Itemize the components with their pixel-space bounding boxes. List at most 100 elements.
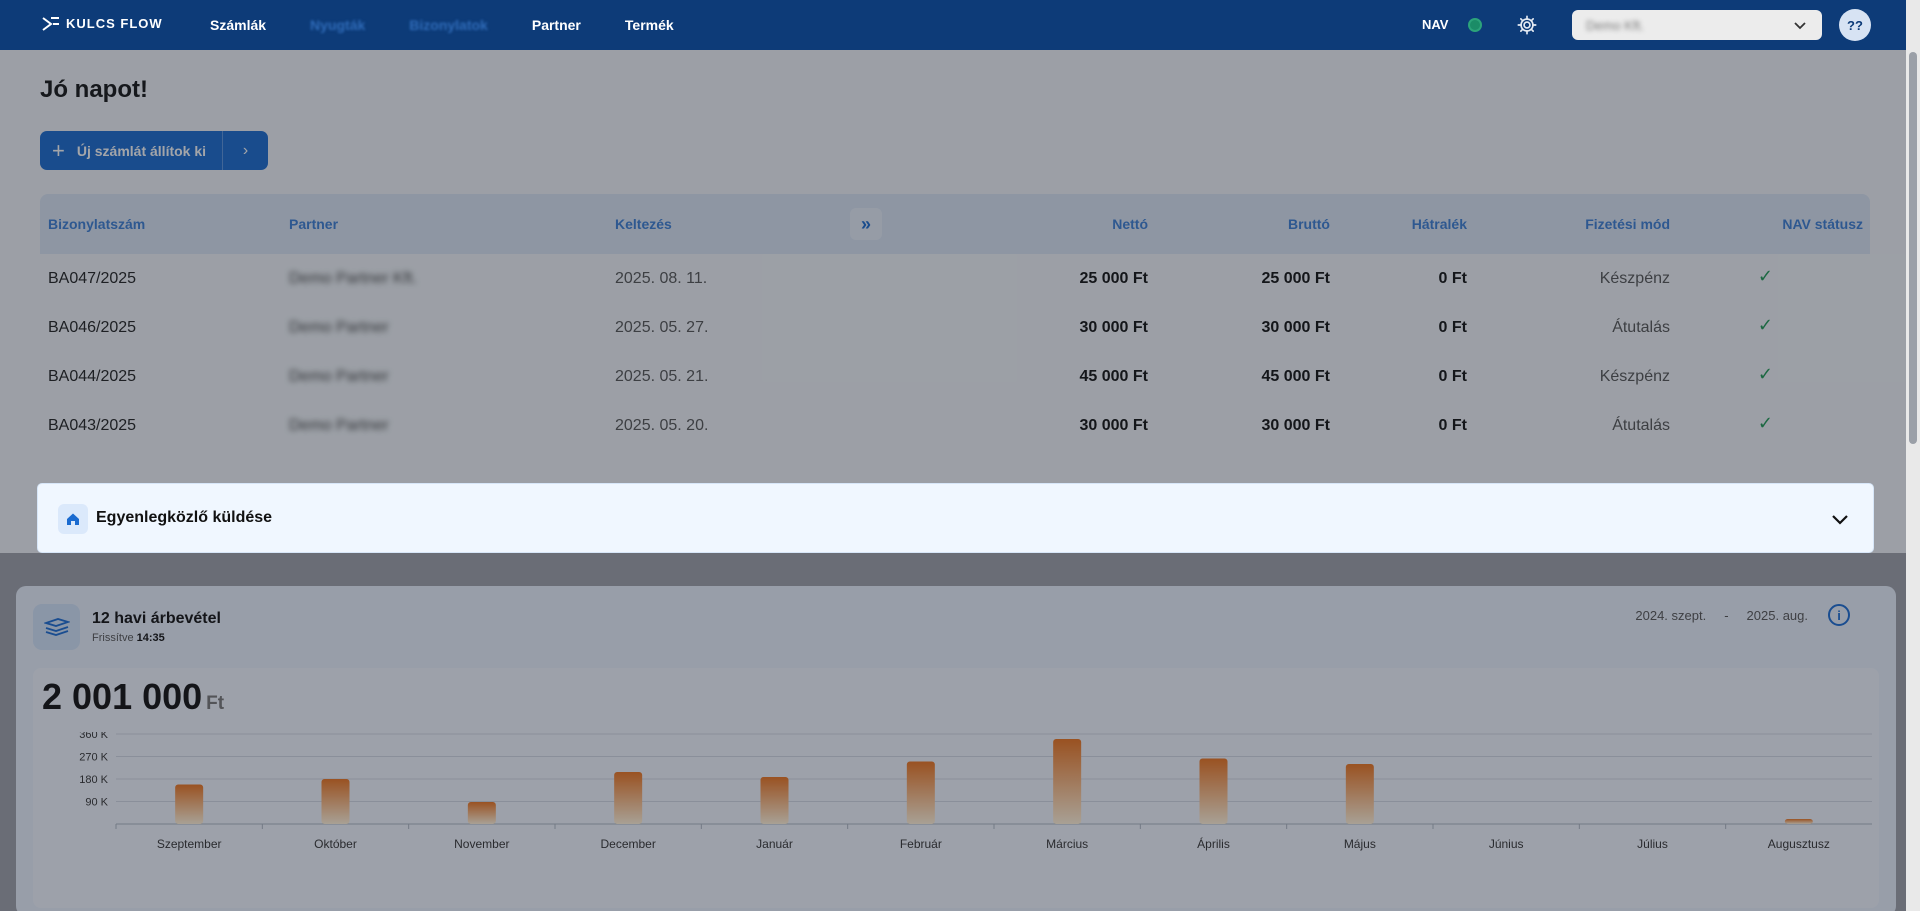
- y-tick-label: 360 K: [79, 732, 108, 741]
- column-header-number[interactable]: Bizonylatszám: [48, 216, 146, 232]
- company-select-value: Demo Kft.: [1586, 18, 1644, 33]
- cell-number: BA044/2025: [48, 368, 137, 385]
- cell-gross: 45 000 Ft: [1261, 368, 1330, 385]
- cell-net: 45 000 Ft: [1079, 368, 1148, 385]
- table-row[interactable]: BA047/2025 Demo Partner Kft. 2025. 08. 11.…: [40, 254, 1870, 303]
- info-icon[interactable]: i: [1828, 604, 1850, 626]
- cell-date: 2025. 08. 11.: [615, 270, 708, 287]
- revenue-total: 2 001 000 Ft: [42, 676, 224, 718]
- bar-december[interactable]: [614, 772, 643, 824]
- scrollbar-thumb[interactable]: [1909, 52, 1917, 444]
- cell-gross: 25 000 Ft: [1261, 270, 1330, 287]
- x-tick-label: December: [600, 837, 655, 851]
- column-header-partner[interactable]: Partner: [289, 216, 339, 232]
- page-scrollbar[interactable]: [1906, 0, 1920, 911]
- revenue-updated-label: Frissítve: [92, 632, 134, 644]
- main-nav: Számlák Nyugták Bizonylatok Partner Term…: [210, 0, 718, 50]
- revenue-card: 12 havi árbevétel Frissítve 14:35 2024. …: [16, 586, 1896, 911]
- table-header: Bizonylatszám Partner Keltezés » Nettó B…: [40, 194, 1870, 254]
- column-header-gross[interactable]: Bruttó: [1288, 216, 1330, 232]
- y-tick-label: 180 K: [79, 774, 108, 786]
- new-invoice-button[interactable]: + Új számlát állítok ki: [40, 131, 223, 170]
- cell-partner: Demo Partner: [289, 417, 389, 434]
- cell-partner: Demo Partner: [289, 319, 389, 336]
- nav-item-termek[interactable]: Termék: [624, 17, 674, 33]
- column-header-due[interactable]: Hátralék: [1411, 216, 1467, 232]
- revenue-title: 12 havi árbevétel: [92, 610, 221, 627]
- bar-január[interactable]: [760, 777, 789, 824]
- period-separator: -: [1724, 608, 1729, 623]
- logo-text: KULCS FLOW: [66, 16, 163, 31]
- column-header-date[interactable]: Keltezés: [615, 216, 672, 232]
- x-tick-label: Október: [314, 837, 357, 851]
- revenue-period[interactable]: 2024. szept. - 2025. aug.: [1635, 608, 1808, 623]
- bar-november[interactable]: [467, 802, 496, 824]
- cell-payment: Készpénz: [1599, 368, 1670, 385]
- cell-gross: 30 000 Ft: [1261, 417, 1330, 434]
- money-stack-icon: [33, 604, 80, 650]
- revenue-bar-chart: 90 K 180 K 270 K 360 K Szeptember Október Nove…: [79, 732, 1872, 851]
- cell-payment: Átutalás: [1612, 319, 1670, 336]
- period-from: 2024. szept.: [1635, 608, 1707, 623]
- nav-item-partner[interactable]: Partner: [531, 17, 581, 33]
- chevron-right-icon: ›: [242, 141, 249, 159]
- nav-item-nyugtak[interactable]: Nyugták: [310, 17, 366, 33]
- plus-icon: +: [52, 137, 65, 163]
- balance-statement-title: Egyenlegközlő küldése: [96, 509, 273, 526]
- bar-február[interactable]: [906, 761, 935, 825]
- cell-number: BA046/2025: [48, 319, 137, 336]
- bar-május[interactable]: [1345, 764, 1374, 824]
- nav-status-indicator[interactable]: [1468, 18, 1482, 32]
- cell-net: 25 000 Ft: [1079, 270, 1148, 287]
- x-tick-label: Március: [1046, 837, 1088, 851]
- column-header-net[interactable]: Nettó: [1112, 216, 1148, 232]
- table-row[interactable]: BA044/2025 Demo Partner 2025. 05. 21. 45 00…: [40, 352, 1870, 401]
- check-icon: ✓: [1757, 315, 1773, 335]
- y-tick-label: 90 K: [85, 797, 108, 809]
- nav-item-szamlak[interactable]: Számlák: [210, 17, 267, 33]
- company-select[interactable]: Demo Kft.: [1572, 10, 1822, 40]
- nav-status-label[interactable]: NAV: [1422, 17, 1449, 32]
- cell-date: 2025. 05. 21.: [615, 368, 709, 385]
- x-tick-label: Május: [1344, 837, 1376, 851]
- table-body: BA047/2025 Demo Partner Kft. 2025. 08. 11.…: [40, 254, 1870, 450]
- check-icon: ✓: [1757, 266, 1773, 286]
- cell-number: BA043/2025: [48, 417, 137, 434]
- cell-due: 0 Ft: [1438, 319, 1467, 336]
- balance-statement-card[interactable]: Egyenlegközlő küldése: [37, 483, 1874, 553]
- expand-columns-button[interactable]: »: [850, 208, 882, 240]
- app-logo[interactable]: KULCS FLOW: [42, 16, 163, 31]
- cell-net: 30 000 Ft: [1079, 319, 1148, 336]
- check-icon: ✓: [1757, 413, 1773, 433]
- bar-április[interactable]: [1199, 758, 1228, 825]
- x-tick-label: Június: [1489, 837, 1524, 851]
- table-row[interactable]: BA043/2025 Demo Partner 2025. 05. 20. 30 00…: [40, 401, 1870, 450]
- bar-szeptember[interactable]: [175, 784, 204, 825]
- revenue-total-value: 2 001 000: [42, 676, 203, 717]
- chevron-down-icon[interactable]: [1829, 508, 1851, 530]
- help-button[interactable]: ??: [1839, 9, 1871, 41]
- home-icon: [58, 504, 88, 534]
- x-tick-label: Február: [900, 837, 942, 851]
- table-row[interactable]: BA046/2025 Demo Partner 2025. 05. 27. 30 00…: [40, 303, 1870, 352]
- nav-item-bizonylatok[interactable]: Bizonylatok: [409, 17, 488, 33]
- new-invoice-more-button[interactable]: ›: [223, 131, 268, 170]
- gear-icon[interactable]: [1516, 14, 1538, 36]
- check-icon: ✓: [1757, 364, 1773, 384]
- cell-due: 0 Ft: [1438, 417, 1467, 434]
- bar-augusztusz[interactable]: [1784, 819, 1813, 824]
- column-header-payment[interactable]: Fizetési mód: [1585, 216, 1670, 232]
- bar-október[interactable]: [321, 779, 350, 824]
- cell-number: BA047/2025: [48, 270, 137, 287]
- cell-payment: Átutalás: [1612, 417, 1670, 434]
- cell-date: 2025. 05. 27.: [615, 319, 709, 336]
- x-tick-label: November: [454, 837, 509, 851]
- bar-március[interactable]: [1053, 739, 1082, 824]
- cell-payment: Készpénz: [1599, 270, 1670, 287]
- recent-documents-table: Bizonylatszám Partner Keltezés » Nettó B…: [40, 194, 1870, 450]
- cell-date: 2025. 05. 20.: [615, 417, 709, 434]
- y-tick-label: 270 K: [79, 752, 108, 764]
- column-header-nav-status[interactable]: NAV státusz: [1782, 216, 1863, 232]
- new-invoice-label: Új számlát állítok ki: [76, 142, 207, 159]
- double-chevron-right-icon: »: [860, 213, 871, 234]
